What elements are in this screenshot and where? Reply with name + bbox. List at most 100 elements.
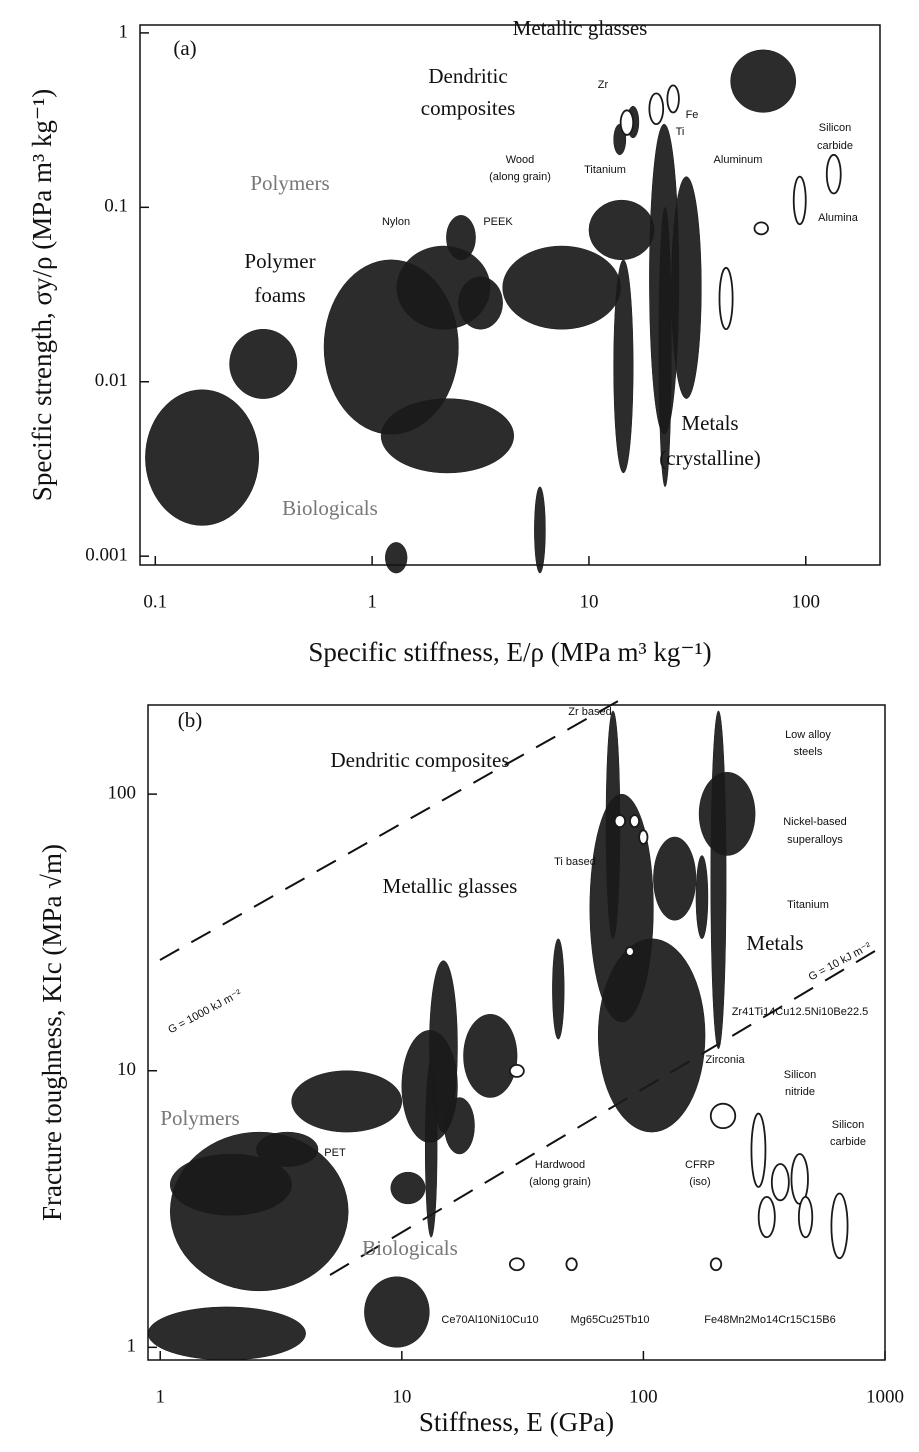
open-region [709, 1102, 737, 1130]
region [446, 215, 476, 261]
region [380, 398, 514, 474]
region [291, 1070, 403, 1133]
annotation: Metals [681, 411, 738, 435]
annotation: (along grain) [529, 1176, 591, 1188]
annotation: Biologicals [282, 496, 378, 520]
annotation: Ce70Al10Ni10Cu10 [441, 1314, 538, 1326]
annotation: Zr based [568, 706, 611, 718]
annotation: (crystalline) [659, 446, 760, 470]
x-tick-label: 1000 [866, 1386, 904, 1407]
open-region [648, 92, 665, 126]
region [463, 1014, 518, 1098]
annotation: (iso) [689, 1176, 710, 1188]
annotation: Dendritic [428, 64, 507, 88]
annotation: G = 1000 kJ m⁻² [166, 987, 244, 1036]
open-region [625, 946, 635, 957]
region [364, 1276, 430, 1348]
annotation: Silicon [784, 1069, 816, 1081]
region [658, 207, 672, 488]
x-tick-label: 1 [367, 591, 377, 612]
region [653, 836, 697, 921]
annotation: Polymer [244, 249, 315, 273]
panel-label: (a) [173, 36, 196, 60]
annotation: Hardwood [535, 1159, 585, 1171]
annotation: Wood [506, 154, 535, 166]
annotation: Dendritic composites [330, 748, 509, 772]
y-tick-label: 100 [108, 782, 137, 803]
annotation: CFRP [685, 1159, 715, 1171]
region [256, 1131, 319, 1167]
annotation: Fe48Mn2Mo14Cr15C15B6 [704, 1314, 835, 1326]
annotation: Mg65Cu25Tb10 [571, 1314, 650, 1326]
y-axis-label: Fracture toughness, KIc (MPa √m) [37, 844, 67, 1221]
region [229, 328, 298, 399]
x-tick-label: 10 [579, 591, 598, 612]
y-tick-label: 1 [127, 1336, 137, 1357]
annotation: carbide [817, 140, 853, 152]
region [589, 793, 654, 1023]
annotation: Titanium [787, 899, 829, 911]
x-tick-label: 100 [629, 1386, 658, 1407]
annotation: carbide [830, 1136, 866, 1148]
annotation: Ti [676, 126, 685, 138]
annotation: Metallic glasses [383, 874, 518, 898]
y-tick-label: 1 [119, 21, 129, 42]
open-region [613, 814, 627, 828]
y-tick-label: 0.1 [104, 196, 128, 217]
x-tick-label: 1 [155, 1386, 165, 1407]
open-region [508, 1257, 525, 1272]
annotation: foams [254, 283, 305, 307]
region [169, 1153, 292, 1216]
annotation: Ti based [554, 856, 596, 868]
annotation: nitride [785, 1086, 815, 1098]
x-axis-label: Specific stiffness, E/ρ (MPa m³ kg⁻¹) [308, 637, 711, 667]
region [588, 199, 655, 261]
region [698, 771, 756, 856]
panel-label: (b) [178, 708, 203, 732]
y-axis-label: Specific strength, σy/ρ (MPa m³ kg⁻¹) [27, 89, 57, 501]
annotation: Low alloy [785, 729, 831, 741]
x-tick-label: 0.1 [143, 591, 167, 612]
region [429, 960, 458, 1133]
open-region [757, 1195, 776, 1239]
open-region [825, 153, 842, 195]
open-region [565, 1257, 578, 1272]
region [552, 938, 565, 1040]
annotation: Metallic glasses [513, 16, 648, 40]
annotation: Fe [686, 109, 699, 121]
open-region [619, 109, 635, 136]
x-axis-label: Stiffness, E (GPa) [419, 1407, 614, 1437]
open-region [709, 1257, 723, 1272]
annotation: Silicon [819, 122, 851, 134]
annotation: Polymers [160, 1106, 239, 1130]
annotation: superalloys [787, 834, 843, 846]
annotation: Zr [598, 79, 609, 91]
open-region [750, 1112, 767, 1188]
annotation: Biologicals [362, 1236, 458, 1260]
x-tick-label: 100 [792, 591, 821, 612]
y-tick-label: 0.001 [85, 545, 128, 566]
annotation: PEEK [483, 216, 513, 228]
open-region [638, 829, 649, 845]
annotation: Nylon [382, 216, 410, 228]
annotation: Polymers [250, 171, 329, 195]
region [145, 389, 260, 526]
plot-frame [147, 704, 886, 1361]
open-region [508, 1063, 525, 1078]
annotation: Zirconia [705, 1054, 745, 1066]
region [710, 710, 727, 1050]
region [147, 1306, 306, 1361]
annotation: (along grain) [489, 171, 551, 183]
region [695, 855, 709, 940]
open-region [770, 1163, 790, 1202]
open-region [666, 84, 680, 114]
y-tick-label: 10 [117, 1059, 136, 1080]
region [730, 49, 797, 113]
annotation: Silicon [832, 1119, 864, 1131]
annotation: Metals [746, 931, 803, 955]
region [671, 176, 702, 399]
region [458, 276, 503, 330]
region [534, 486, 546, 574]
plot-frame [139, 24, 881, 566]
